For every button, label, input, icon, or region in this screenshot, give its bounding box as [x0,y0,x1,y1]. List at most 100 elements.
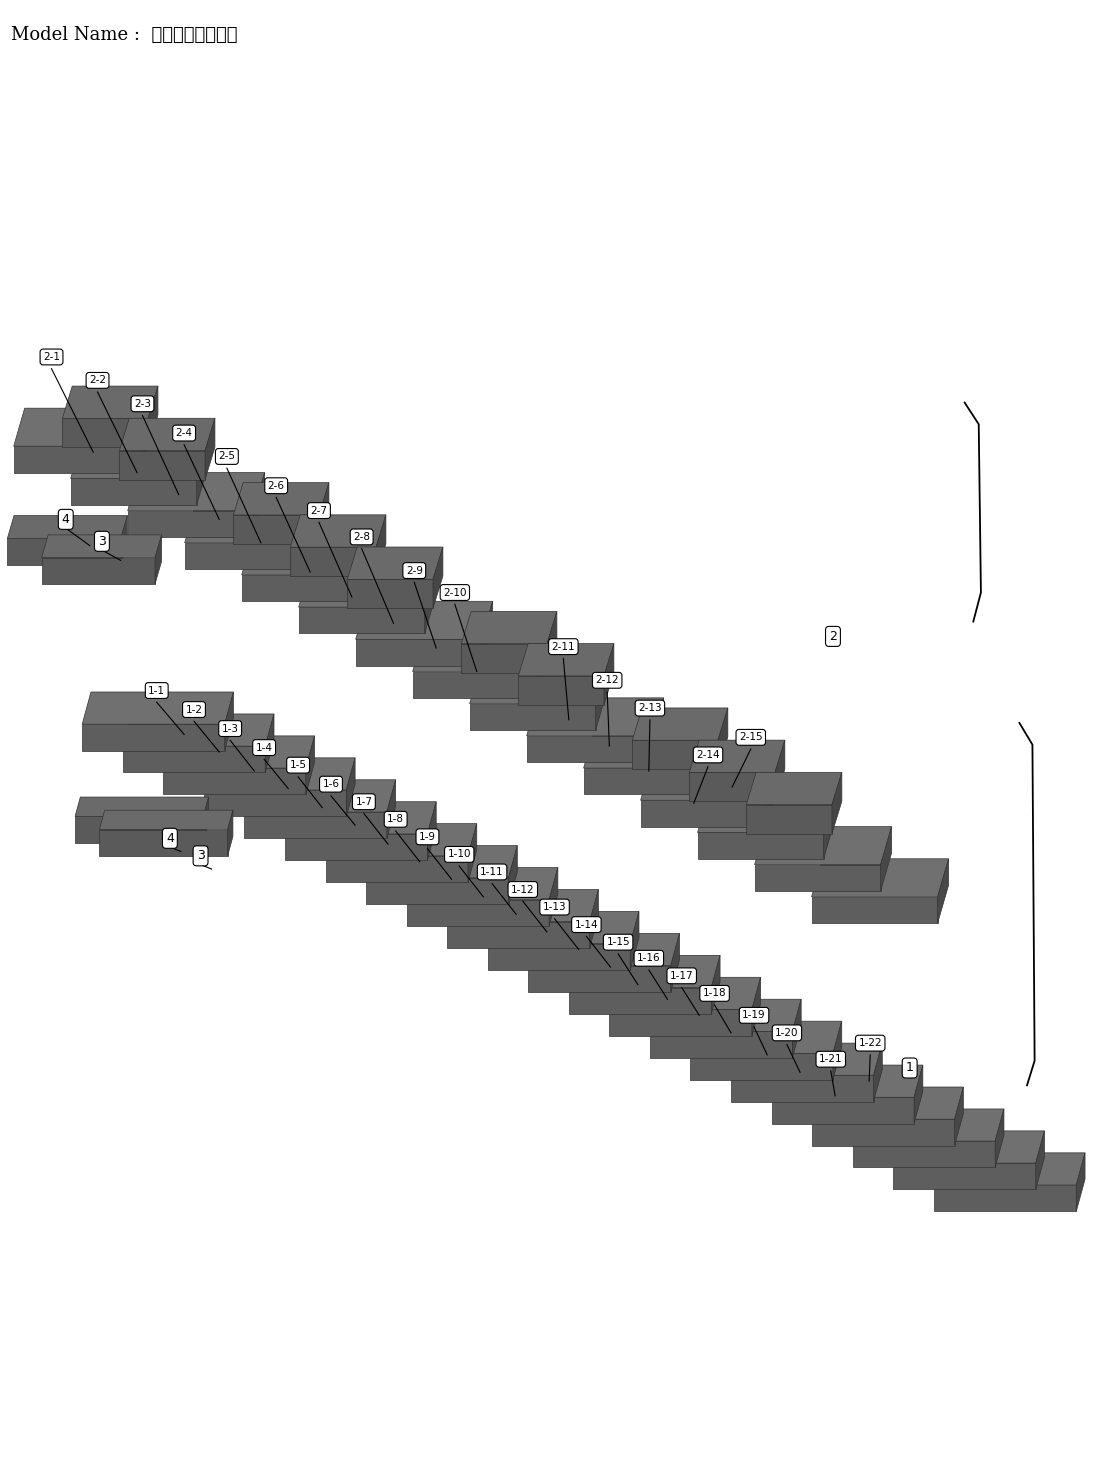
Polygon shape [163,768,306,794]
Text: 1-19: 1-19 [742,1011,766,1020]
Text: 2-12: 2-12 [595,676,619,685]
Text: 1-22: 1-22 [858,1039,882,1048]
Polygon shape [853,1109,1004,1141]
Text: 3: 3 [196,850,205,862]
Polygon shape [205,418,215,480]
Text: 2-7: 2-7 [310,506,328,515]
Polygon shape [609,1009,752,1036]
Text: 1-7: 1-7 [355,797,373,806]
Polygon shape [934,1185,1076,1211]
Polygon shape [650,999,801,1031]
Polygon shape [518,676,604,705]
Polygon shape [632,740,718,770]
Polygon shape [527,736,653,762]
Polygon shape [127,473,264,511]
Polygon shape [347,579,433,609]
Polygon shape [368,537,379,601]
Polygon shape [204,758,355,790]
Polygon shape [590,890,598,948]
Polygon shape [518,644,614,676]
Polygon shape [366,878,509,904]
Polygon shape [811,859,949,897]
Polygon shape [482,601,492,666]
Polygon shape [319,483,329,544]
Polygon shape [82,724,225,751]
Text: 1-18: 1-18 [703,989,727,998]
Polygon shape [955,1087,963,1146]
Polygon shape [155,535,161,584]
Text: 2-1: 2-1 [43,353,60,361]
Polygon shape [265,714,274,772]
Text: 1-14: 1-14 [574,920,598,929]
Text: 4: 4 [61,514,70,525]
Polygon shape [447,922,590,948]
Polygon shape [938,859,949,923]
Polygon shape [509,846,517,904]
Text: 1-17: 1-17 [670,971,694,980]
Polygon shape [461,612,557,644]
Polygon shape [163,736,315,768]
Polygon shape [197,440,208,505]
Text: 4: 4 [165,832,174,844]
Polygon shape [204,797,208,843]
Polygon shape [746,805,832,834]
Polygon shape [14,446,140,473]
Polygon shape [42,557,155,584]
Polygon shape [469,666,607,704]
Polygon shape [62,386,158,418]
Polygon shape [427,802,436,860]
Text: 2-10: 2-10 [443,588,467,597]
Polygon shape [710,730,721,794]
Polygon shape [527,698,664,736]
Text: 2-2: 2-2 [89,376,106,385]
Text: 1-1: 1-1 [148,686,165,695]
Polygon shape [285,802,436,834]
Polygon shape [549,868,558,926]
Polygon shape [75,816,204,843]
Polygon shape [584,730,721,768]
Polygon shape [833,1021,842,1080]
Text: 2-13: 2-13 [638,704,662,712]
Polygon shape [242,575,368,601]
Polygon shape [8,538,121,565]
Polygon shape [366,846,517,878]
Polygon shape [14,408,151,446]
Text: 2-5: 2-5 [218,452,236,461]
Polygon shape [119,418,215,451]
Polygon shape [42,535,161,557]
Polygon shape [650,1031,792,1058]
Polygon shape [731,1075,874,1102]
Polygon shape [754,865,881,891]
Polygon shape [832,772,842,834]
Polygon shape [123,714,274,746]
Polygon shape [290,547,376,576]
Polygon shape [62,418,148,448]
Polygon shape [290,515,386,547]
Polygon shape [772,1065,923,1097]
Polygon shape [812,1119,955,1146]
Polygon shape [8,515,127,538]
Polygon shape [1076,1153,1085,1211]
Polygon shape [547,612,557,673]
Polygon shape [1036,1131,1044,1189]
Polygon shape [285,834,427,860]
Polygon shape [412,633,549,672]
Polygon shape [772,1097,914,1124]
Text: Model Name :  イイイイイイイイ: Model Name : イイイイイイイイ [11,26,238,44]
Polygon shape [528,933,680,966]
Text: 1-10: 1-10 [447,850,471,859]
Polygon shape [447,890,598,922]
Polygon shape [488,911,639,944]
Polygon shape [604,644,614,705]
Polygon shape [253,473,264,537]
Polygon shape [754,827,892,865]
Polygon shape [697,794,835,832]
Polygon shape [298,607,424,633]
Polygon shape [326,824,477,856]
Polygon shape [70,440,208,478]
Polygon shape [812,1087,963,1119]
Text: 1-13: 1-13 [543,903,567,911]
Text: 1-8: 1-8 [387,815,404,824]
Polygon shape [412,672,538,698]
Text: 1-20: 1-20 [775,1028,799,1037]
